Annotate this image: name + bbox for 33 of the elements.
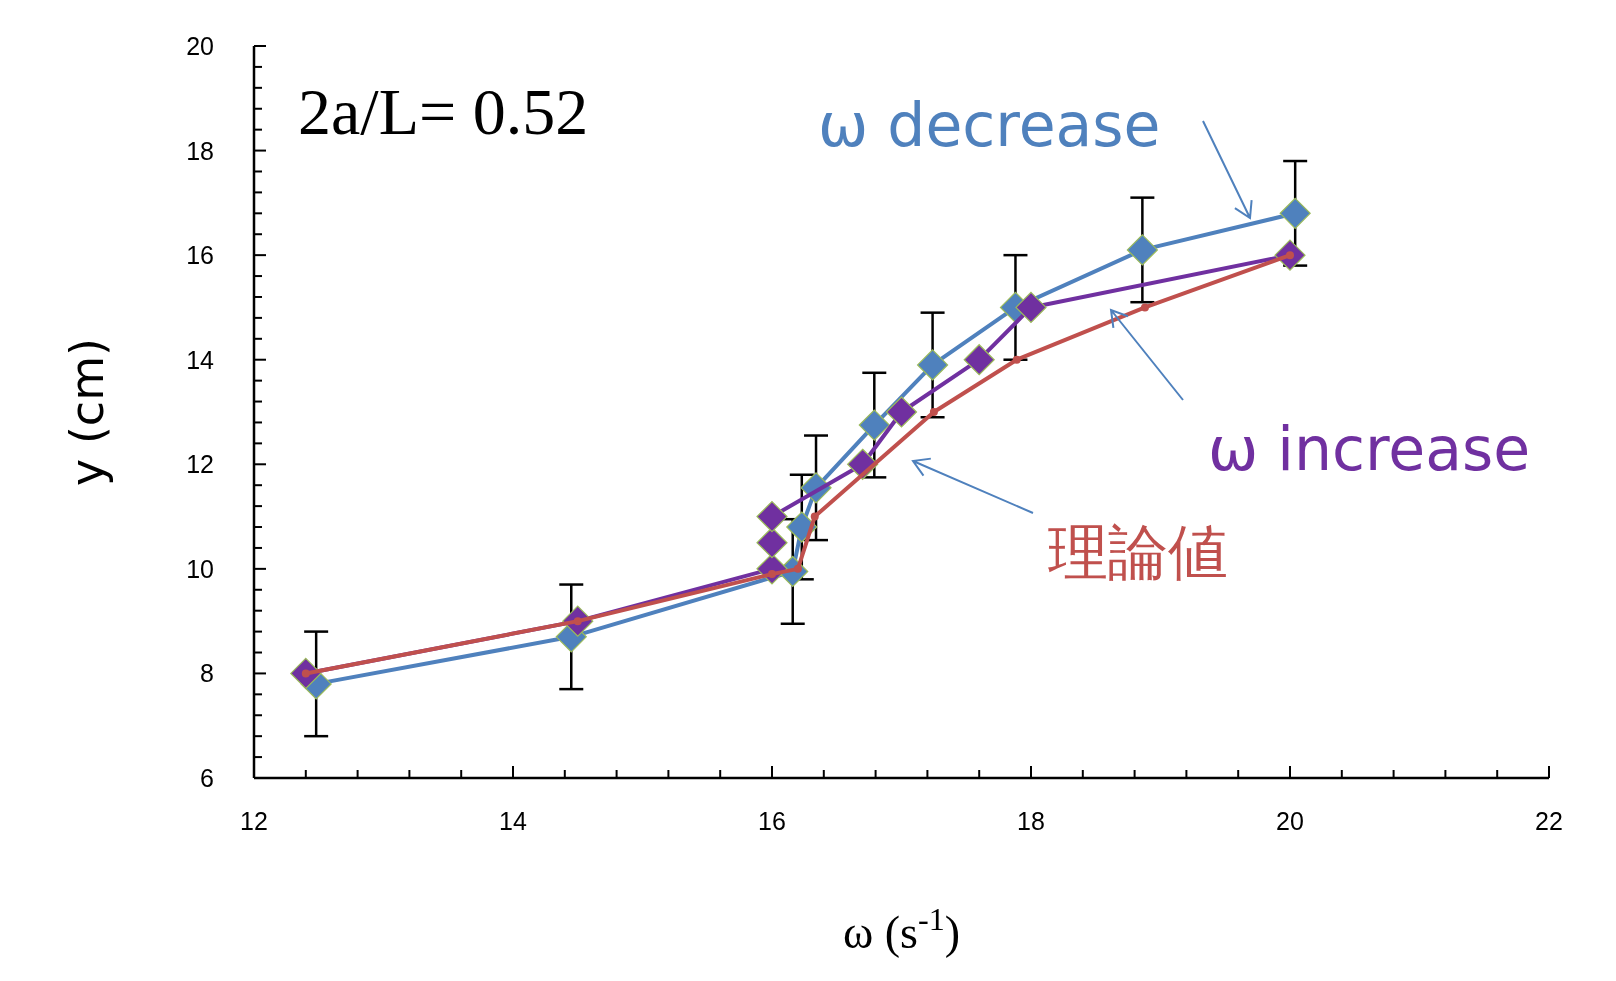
point: [885, 396, 918, 428]
point: [916, 349, 949, 381]
y-tick-label: 12: [186, 450, 214, 479]
point: [1140, 303, 1149, 312]
point: [858, 409, 890, 441]
point: [810, 512, 819, 521]
point: [1015, 291, 1047, 324]
y-tick-label: 14: [186, 345, 215, 374]
x-tick-label: 16: [758, 807, 786, 835]
point: [1012, 355, 1021, 364]
y-axis-title: y (cm): [60, 338, 114, 486]
point: [756, 500, 788, 533]
y-tick-label: 6: [200, 764, 214, 792]
y-tick-label: 8: [200, 659, 214, 688]
x-tick-label: 22: [1535, 807, 1563, 835]
text: ω increase: [1208, 414, 1531, 484]
point: [1279, 197, 1311, 229]
y-tick-label: 16: [186, 241, 214, 270]
annotation: 2a/L= 0.52: [298, 75, 589, 148]
y-tick-label: 10: [186, 554, 214, 583]
x-axis-title: ω (s$^{-1}$): [842, 901, 961, 958]
x-tick-label: 20: [1276, 807, 1304, 835]
point: [963, 344, 995, 376]
y-tick-label: 18: [186, 136, 214, 165]
x-tick-label: 14: [499, 807, 527, 835]
y-tick-label: 20: [186, 32, 214, 60]
point: [1126, 234, 1158, 266]
point: [756, 527, 788, 559]
x-tick-label: 18: [1017, 807, 1045, 835]
x-tick-label: 12: [240, 807, 268, 835]
point: [929, 408, 938, 416]
text: 理論値: [1048, 517, 1228, 587]
series-label: ω decrease: [818, 90, 1161, 160]
